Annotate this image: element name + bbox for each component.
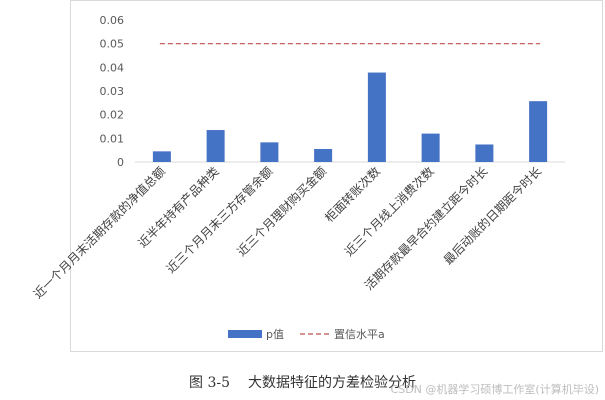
- x-tick-label-5: 近三个月线上消费次数: [341, 164, 436, 259]
- y-tick-label-6: 0.06: [100, 14, 125, 27]
- figure-caption: 图 3-5 大数据特征的方差检验分析: [0, 372, 605, 392]
- x-tick-label-2: 近三个月月末三方存管余额: [163, 164, 275, 276]
- bar-3: [314, 148, 333, 162]
- bar-1: [206, 130, 225, 162]
- y-tick-label-5: 0.05: [100, 38, 125, 51]
- y-tick-label-4: 0.04: [100, 61, 125, 74]
- x-tick-label-3: 近三个月理财购买金额: [234, 164, 329, 259]
- chart: 00.010.020.030.040.050.06近一个月月末活期存款的净值总额…: [30, 14, 565, 341]
- y-tick-label-0: 0: [117, 156, 124, 169]
- bar-5: [421, 133, 440, 162]
- x-tick-label-4: 柜面转账次数: [321, 164, 383, 226]
- chart-frame: [70, 0, 603, 352]
- watermark: CSDN @机器学习硕博工作室(计算机毕设): [390, 383, 599, 396]
- bar-0: [152, 151, 171, 162]
- legend-label-reference: 置信水平a: [334, 328, 385, 341]
- legend-swatch-pvalue: [228, 330, 262, 338]
- bar-4: [367, 72, 386, 162]
- y-tick-label-3: 0.03: [100, 85, 125, 98]
- x-tick-label-7: 最后动账的日期距今时长: [440, 164, 544, 268]
- y-tick-label-1: 0.01: [100, 132, 125, 145]
- figure-label: 图 3-5: [189, 375, 230, 391]
- y-tick-label-2: 0.02: [100, 109, 125, 122]
- bar-7: [529, 101, 548, 162]
- bar-2: [260, 142, 279, 162]
- bar-6: [475, 144, 494, 162]
- legend-label-pvalue: p值: [266, 328, 284, 341]
- figure-title: 大数据特征的方差检验分析: [248, 375, 416, 391]
